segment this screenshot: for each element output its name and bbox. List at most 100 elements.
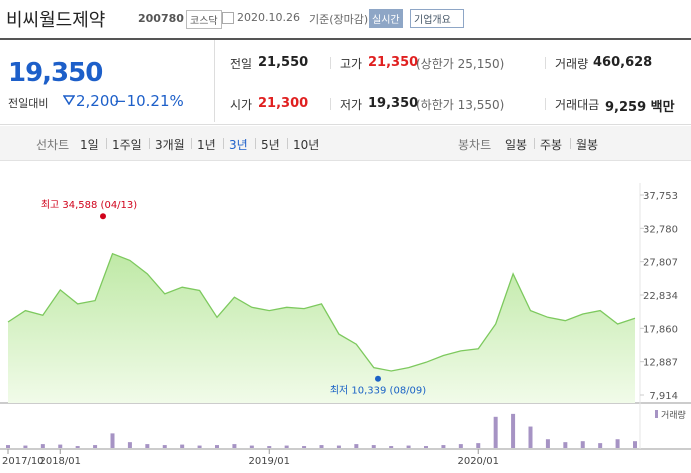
divider — [214, 40, 215, 122]
volume-bar — [162, 445, 167, 448]
volume-bar — [110, 433, 115, 448]
volume-bar — [598, 443, 603, 448]
x-tick-label: 2019/01 — [248, 456, 290, 467]
divider — [287, 138, 288, 149]
volume-bar — [302, 446, 307, 448]
volume-bar — [284, 445, 289, 448]
volume-bar — [371, 445, 376, 448]
volume-bar — [545, 439, 550, 448]
volume-bar — [458, 444, 463, 448]
extreme-label: 최고 34,588 (04/13) — [41, 199, 137, 211]
divider — [545, 57, 546, 69]
summary-box — [0, 38, 691, 125]
volume-bar — [232, 444, 237, 448]
divider — [223, 138, 224, 149]
field-value: 21,350 — [368, 55, 419, 70]
divider — [255, 138, 256, 149]
field-note: (상한가 25,150) — [416, 57, 505, 71]
divider — [330, 98, 331, 110]
volume-title: 거래량 — [661, 409, 686, 421]
volume-bar — [249, 445, 254, 448]
volume-bar — [145, 444, 150, 448]
extreme-dot — [375, 375, 381, 382]
tab-group-label: 봉차트 — [458, 138, 492, 152]
basis: 기준(장마감) — [309, 13, 369, 26]
volume-bar — [6, 445, 10, 448]
volume-bar — [197, 445, 202, 448]
candle-tab[interactable]: 월봉 — [576, 138, 599, 152]
period-tab[interactable]: 1년 — [197, 138, 216, 152]
volume-bar — [40, 444, 45, 448]
date: 2020.10.26 — [237, 11, 300, 24]
volume-bar — [58, 444, 63, 448]
field-value: 460,628 — [593, 55, 653, 70]
volume-bar — [336, 445, 341, 448]
volume-bar — [528, 426, 533, 448]
period-tab[interactable]: 1주일 — [112, 138, 142, 152]
x-tick-label: 2020/01 — [457, 456, 499, 467]
down-arrow — [63, 95, 75, 105]
candle-tab[interactable]: 주봉 — [540, 138, 563, 152]
volume-bar — [511, 413, 516, 448]
field-value: 19,350 — [368, 96, 419, 111]
y-tick-label: 17,860 — [643, 324, 678, 335]
volume-bar — [23, 445, 28, 448]
market-badge: 코스닥 — [186, 10, 222, 29]
volume-bar — [580, 441, 585, 448]
volume-bar — [441, 445, 446, 448]
field-label: 거래대금 — [555, 98, 600, 112]
field-label: 전일 — [230, 57, 253, 71]
volume-bar — [493, 416, 498, 448]
field-note: (하한가 13,550) — [416, 98, 505, 112]
y-tick-label: 37,753 — [643, 191, 678, 202]
extreme-label: 최저 10,339 (08/09) — [330, 385, 426, 397]
y-tick-label: 7,914 — [649, 391, 678, 402]
volume-bar — [424, 446, 428, 448]
field-value: 9,259 백만 — [605, 100, 675, 115]
x-tick-label: 2017/10 — [2, 456, 44, 467]
divider — [330, 57, 331, 69]
stock-code: 200780 — [138, 12, 184, 25]
candle-tab[interactable]: 일봉 — [505, 138, 528, 152]
x-tick-label: 2018/01 — [39, 456, 81, 467]
change-label: 전일대비 — [8, 97, 49, 110]
volume-bar — [93, 445, 98, 448]
change: 2,200 — [76, 92, 119, 110]
volume-bar — [215, 445, 219, 448]
volume-legend-swatch — [655, 410, 658, 418]
divider — [534, 138, 535, 149]
volume-bar — [354, 444, 359, 448]
calendar-icon — [222, 12, 234, 24]
period-tab[interactable]: 3년 — [229, 138, 248, 152]
volume-bar — [267, 446, 272, 448]
price: 19,350 — [8, 58, 103, 88]
price-area — [8, 253, 635, 403]
y-tick-label: 32,780 — [643, 224, 678, 235]
volume-bar — [563, 442, 568, 448]
y-tick-label: 27,807 — [643, 258, 678, 269]
period-tab[interactable]: 5년 — [261, 138, 280, 152]
divider — [106, 138, 107, 149]
tab-bar — [0, 126, 691, 161]
company-button[interactable]: 기업개요 — [410, 9, 464, 28]
stock-name: 비씨월드제약 — [6, 10, 106, 31]
period-tab[interactable]: 1일 — [80, 138, 99, 152]
realtime-badge[interactable]: 실시간 — [369, 9, 403, 28]
field-label: 거래량 — [555, 57, 589, 71]
volume-bar — [633, 441, 637, 448]
field-label: 고가 — [340, 57, 363, 71]
volume-bar — [476, 443, 481, 448]
period-tab[interactable]: 3개월 — [155, 138, 185, 152]
change-percent: −10.21% — [114, 92, 184, 110]
divider — [545, 98, 546, 110]
field-label: 시가 — [230, 98, 253, 112]
divider — [149, 138, 150, 149]
y-tick-label: 12,887 — [643, 358, 678, 369]
volume-bar — [127, 442, 132, 448]
volume-bar — [389, 446, 394, 448]
field-value: 21,550 — [258, 55, 309, 70]
chart: 7,914 12,887 17,860 22,834 27,807 32,780 37,75… — [0, 183, 691, 467]
period-tab[interactable]: 10년 — [293, 138, 320, 152]
y-tick-label: 22,834 — [643, 291, 678, 302]
